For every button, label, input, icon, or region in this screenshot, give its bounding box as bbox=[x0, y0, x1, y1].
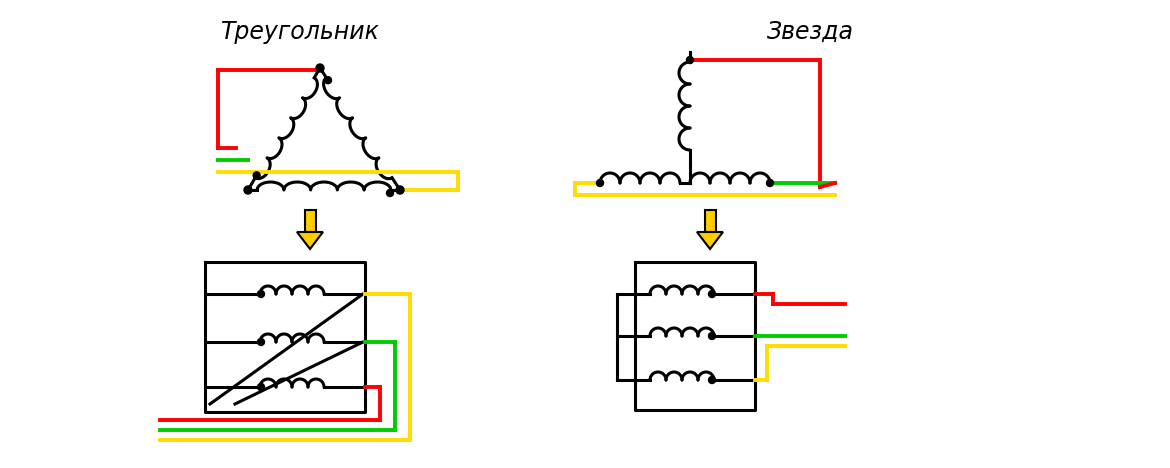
Circle shape bbox=[709, 291, 716, 298]
Circle shape bbox=[597, 180, 604, 187]
Circle shape bbox=[253, 172, 260, 179]
Circle shape bbox=[687, 57, 694, 64]
Polygon shape bbox=[697, 232, 723, 249]
Circle shape bbox=[709, 332, 716, 339]
Polygon shape bbox=[304, 210, 316, 232]
Circle shape bbox=[257, 338, 264, 345]
Circle shape bbox=[324, 77, 331, 84]
Polygon shape bbox=[297, 232, 323, 249]
Polygon shape bbox=[704, 210, 716, 232]
Circle shape bbox=[395, 186, 404, 194]
Circle shape bbox=[316, 64, 324, 72]
Circle shape bbox=[245, 186, 252, 194]
Circle shape bbox=[709, 376, 716, 383]
Circle shape bbox=[257, 383, 264, 390]
Circle shape bbox=[766, 180, 773, 187]
Circle shape bbox=[386, 190, 393, 197]
Text: Звезда: Звезда bbox=[766, 20, 853, 44]
Text: Треугольник: Треугольник bbox=[221, 20, 379, 44]
Circle shape bbox=[257, 291, 264, 298]
